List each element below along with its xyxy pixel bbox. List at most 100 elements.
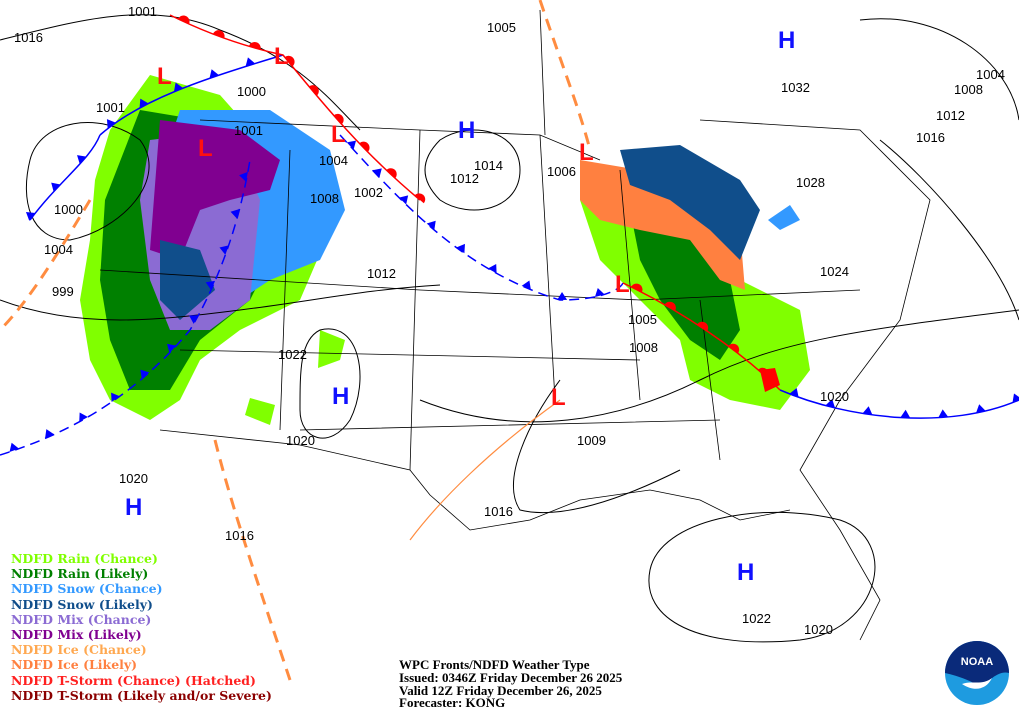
cold-front [29,54,284,221]
caption: WPC Fronts/NDFD Weather Type Issued: 034… [399,657,623,710]
isobar-label: 1028 [796,175,825,190]
cold-front-triangle [45,429,55,439]
cold-front-triangle [205,280,216,291]
legend-item: NDFD T-Storm (Chance) (Hatched) [11,672,256,688]
cold-front-triangle [900,409,911,418]
low-pressure-center: L [615,271,630,298]
caption-valid: Valid 12Z Friday December 26, 2025 [399,682,602,698]
cold-front-triangle [139,98,149,108]
cold-front-triangle [209,69,219,79]
isobar-label: 1000 [237,84,266,99]
precip-regions [80,75,810,425]
warm-front-semicircle [664,301,676,311]
noaa-logo: NOAA [945,641,1009,705]
isobar-label: 1008 [310,191,339,206]
rain-likely-east [630,210,740,360]
isobar-label: 1001 [96,100,125,115]
cold-front-triangle [398,195,409,205]
legend-item: NDFD Ice (Likely) [11,657,138,673]
dry-line [409,399,561,541]
isobar-label: 1020 [119,471,148,486]
state-borders [99,9,931,641]
warm-front [622,282,781,391]
isobar-label: 1022 [278,347,307,362]
snow-chance-northeast [768,205,800,230]
rain-chance-sw [245,330,345,425]
cold-front-triangle [77,155,87,165]
legend-item: NDFD Mix (Chance) [11,611,152,627]
cold-front-triangle [239,171,248,182]
legend-item: NDFD Ice (Chance) [11,642,147,658]
cold-front-triangle [51,182,61,192]
warm-front-semicircle [728,343,740,354]
isobar-label: 1004 [976,67,1005,82]
isobar-label: 1032 [781,80,810,95]
cold-front-triangle [789,388,799,398]
cold-front-triangle [346,140,357,150]
isobar-label: 1002 [354,185,383,200]
cold-front-triangle [140,369,150,379]
cold-front-triangle [245,57,256,67]
cold-front-triangle [111,392,120,403]
trough-line [538,0,592,151]
isobar-label: 1006 [547,164,576,179]
warm-front-semicircle [414,193,426,204]
low-pressure-center: L [551,384,566,411]
cold-front [339,134,624,301]
isobar-label: 1020 [820,389,849,404]
isobar-label: 1016 [225,528,254,543]
isobar-label: 1000 [54,202,83,217]
high-pressure-center: H [737,559,754,586]
legend-item: NDFD Snow (Likely) [11,596,153,612]
isobar-label: 1020 [286,433,315,448]
cold-front-triangle [167,343,177,353]
caption-title: WPC Fronts/NDFD Weather Type [399,657,590,672]
warm-front-semicircle [758,367,769,378]
legend-item: NDFD Rain (Likely) [11,566,149,582]
isobar-label: 1012 [936,108,965,123]
low-pressure-center: L [579,139,594,166]
isobar-label: 1005 [628,312,657,327]
isobar-label: 1014 [474,158,503,173]
isobar-label: 1008 [954,82,983,97]
isobar-label: 1001 [128,4,157,19]
isobar-label: 1022 [742,611,771,626]
cold-front-triangle [487,263,497,274]
cold-front-triangle [219,245,229,255]
legend-item: NDFD Rain (Chance) [11,551,158,566]
isobar-label: 1024 [820,264,849,279]
cold-front-triangle [1012,393,1019,403]
high-pressure-center: H [125,494,142,521]
ice-likely-east [580,160,745,290]
isobar-label: 1004 [44,242,73,257]
cold-front-triangle [557,291,568,301]
cold-front-triangle [938,409,949,418]
isobar-label: 1020 [804,622,833,637]
high-pressure-center: H [458,117,475,144]
noaa-logo-text: NOAA [961,656,993,668]
legend-item: NDFD T-Storm (Likely and/or Severe) [11,687,272,703]
cold-front-triangle [975,404,986,414]
caption-issued: Issued: 0346Z Friday December 26 2025 [399,669,623,685]
cold-front-triangle [9,442,19,452]
trough-line [0,199,92,332]
warm-front-semicircle [386,168,397,179]
warm-front-semicircle [333,113,344,125]
cold-front-triangle [594,287,605,297]
cold-front [779,389,1019,419]
cold-front-triangle [173,82,184,92]
pressure-centers: H H H H H L L L L L L L [125,27,795,586]
isobar-label: 1016 [916,130,945,145]
legend-item: NDFD Snow (Chance) [11,581,163,597]
front-symbols [9,15,1019,452]
isobar-label: 1008 [629,340,658,355]
cold-front-triangle [106,119,116,129]
snow-likely-west [160,240,215,320]
low-pressure-center: L [198,135,213,162]
high-pressure-center: H [332,383,349,410]
pressure-labels: 1001101610051004100810321012101610001001… [14,4,1005,637]
warm-front-semicircle [631,283,643,293]
cold-front-triangle [862,406,873,415]
